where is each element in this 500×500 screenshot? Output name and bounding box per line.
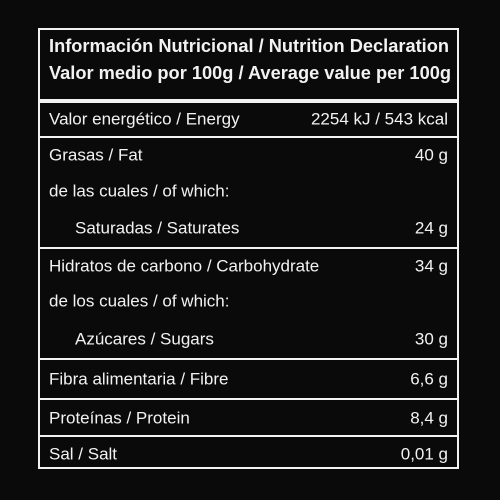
row-label: Hidratos de carbono / Carbohydrate (49, 256, 319, 275)
row-label: Fibra alimentaria / Fibre (49, 369, 229, 388)
row-value: 40 g (415, 145, 448, 164)
row-label: Azúcares / Sugars (75, 329, 214, 348)
row-value: 0,01 g (401, 444, 448, 463)
row-value: 34 g (415, 256, 448, 275)
row-label: Proteínas / Protein (49, 408, 190, 427)
row-value: 30 g (415, 329, 448, 348)
row-label: Saturadas / Saturates (75, 218, 239, 237)
row-label: de los cuales / of which: (49, 291, 229, 310)
row-value: 24 g (415, 218, 448, 237)
row-value: 6,6 g (410, 369, 448, 388)
row-label: Grasas / Fat (49, 145, 143, 164)
row-value: 8,4 g (410, 408, 448, 427)
header-line: Información Nutricional / Nutrition Decl… (49, 36, 449, 56)
row-label: de las cuales / of which: (49, 181, 229, 200)
row-label: Sal / Salt (49, 444, 117, 463)
header-line: Valor medio por 100g / Average value per… (49, 63, 451, 83)
row-value: 2254 kJ / 543 kcal (311, 109, 448, 128)
row-label: Valor energético / Energy (49, 109, 240, 128)
